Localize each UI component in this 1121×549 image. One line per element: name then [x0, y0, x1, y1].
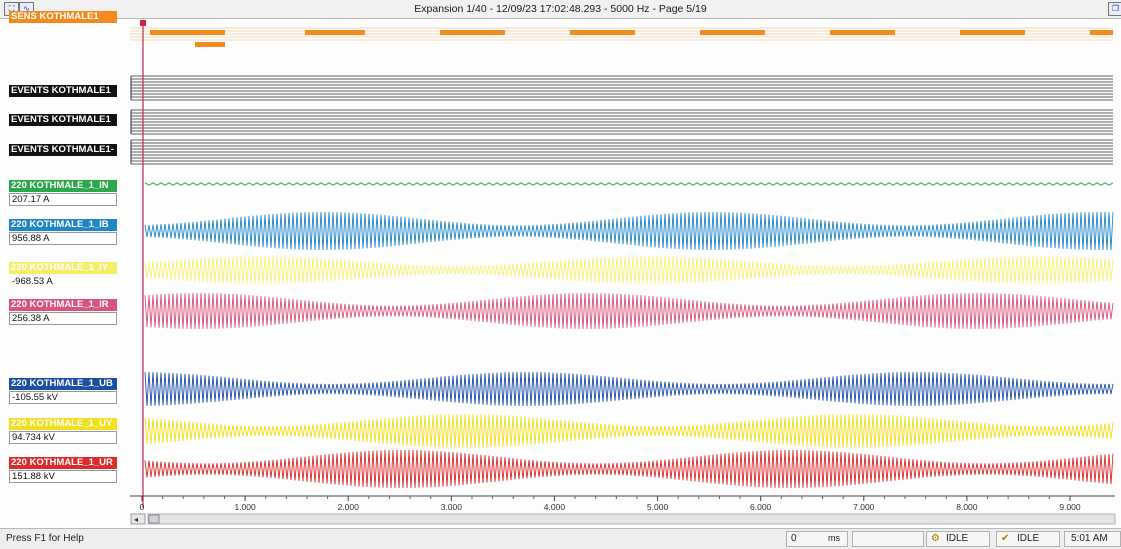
check-icon: ✔ [1001, 533, 1010, 544]
channel-label[interactable]: 220 KOTHMALE_1_UR [9, 457, 117, 469]
channel-value: -105.55 kV [9, 391, 117, 404]
channel-label[interactable]: 220 KOTHMALE_1_IN [9, 180, 117, 192]
acquisition-icon: ⚙ [931, 533, 940, 544]
status-empty-pane [852, 531, 924, 547]
channel-label[interactable]: EVENTS KOTHMALE1 [9, 114, 117, 126]
tick-label: 1.000 [234, 502, 256, 512]
channel-label[interactable]: 220 KOTHMALE_1_UY [9, 418, 117, 430]
tick-label: 2.000 [338, 502, 360, 512]
channel-trace [144, 449, 1114, 489]
channel-trace [130, 75, 1113, 101]
help-text: Press F1 for Help [6, 533, 84, 544]
channel-trace [144, 292, 1114, 330]
channel-trace [144, 182, 1114, 186]
time-axis: 0 1.000 2.000 3.000 4.000 5.000 6.000 7.000 8.00… [130, 495, 1115, 512]
scrollbar-thumb [148, 514, 160, 524]
state-pane-1 [926, 531, 990, 547]
channel-trace [144, 255, 1114, 285]
channel-trace [130, 109, 1113, 135]
cursor-handle [140, 20, 146, 26]
state-2: IDLE [1017, 533, 1040, 544]
tick-label: 4.000 [544, 502, 566, 512]
window-title-bar: ⛶ ∿ Expansion 1/40 - 12/09/23 17:02:48.2… [0, 0, 1121, 19]
state-1: IDLE [946, 533, 969, 544]
channel-value: 956.88 A [9, 232, 117, 245]
restore-icon[interactable]: ❐ [1108, 2, 1121, 16]
channel-label[interactable]: 220 KOTHMALE_1_IR [9, 299, 117, 311]
channel-label[interactable]: EVENTS KOTHMALE1- [9, 144, 117, 156]
channel-trace [144, 211, 1114, 251]
tick-label: 8.000 [956, 502, 978, 512]
state-pane-2 [996, 531, 1060, 547]
status-bar: Press F1 for Help 0 ms ⚙ IDLE ✔ IDLE 5:0… [0, 528, 1121, 549]
horizontal-scrollbar[interactable] [147, 513, 1116, 525]
waveform-area [130, 27, 1114, 489]
cursor-time-value: 0 [791, 533, 797, 544]
clock: 5:01 AM [1071, 533, 1108, 544]
channel-trace [144, 413, 1114, 449]
tick-label: 7.000 [853, 502, 875, 512]
tick-label: 6.000 [750, 502, 772, 512]
cursor-readout-box [786, 531, 848, 547]
tick-label: 5.000 [647, 502, 669, 512]
channel-label[interactable]: 220 KOTHMALE_1_UB [9, 378, 117, 390]
tick-label: 9.000 [1059, 502, 1081, 512]
channel-trace [130, 139, 1113, 165]
channel-value: -968.53 A [12, 276, 53, 287]
tick-label: 0 [140, 502, 145, 512]
channel-trace [130, 27, 1113, 47]
scroll-left-button[interactable] [130, 513, 146, 525]
time-cursor[interactable] [140, 20, 146, 508]
channel-value: 207.17 A [9, 193, 117, 206]
channel-label[interactable]: EVENTS KOTHMALE1 [9, 85, 117, 97]
channel-value: 256.38 A [9, 312, 117, 325]
oscilloscope-view[interactable]: 0 1.000 2.000 3.000 4.000 5.000 6.000 7.000 8.00… [0, 20, 1121, 528]
scroll-left-icon: ◂ [134, 515, 138, 524]
channel-value: 94.734 kV [9, 431, 117, 444]
channel-label[interactable]: 220 KOTHMALE_1_IY [9, 262, 117, 274]
channel-label[interactable]: 220 KOTHMALE_1_IB [9, 219, 117, 231]
tick-label: 3.000 [441, 502, 463, 512]
window-title: Expansion 1/40 - 12/09/23 17:02:48.293 -… [414, 3, 707, 15]
channel-value: 151.88 kV [9, 470, 117, 483]
cursor-time-unit: ms [828, 533, 840, 543]
channel-label[interactable]: SENS KOTHMALE1 [9, 11, 117, 23]
channel-trace [144, 371, 1114, 407]
